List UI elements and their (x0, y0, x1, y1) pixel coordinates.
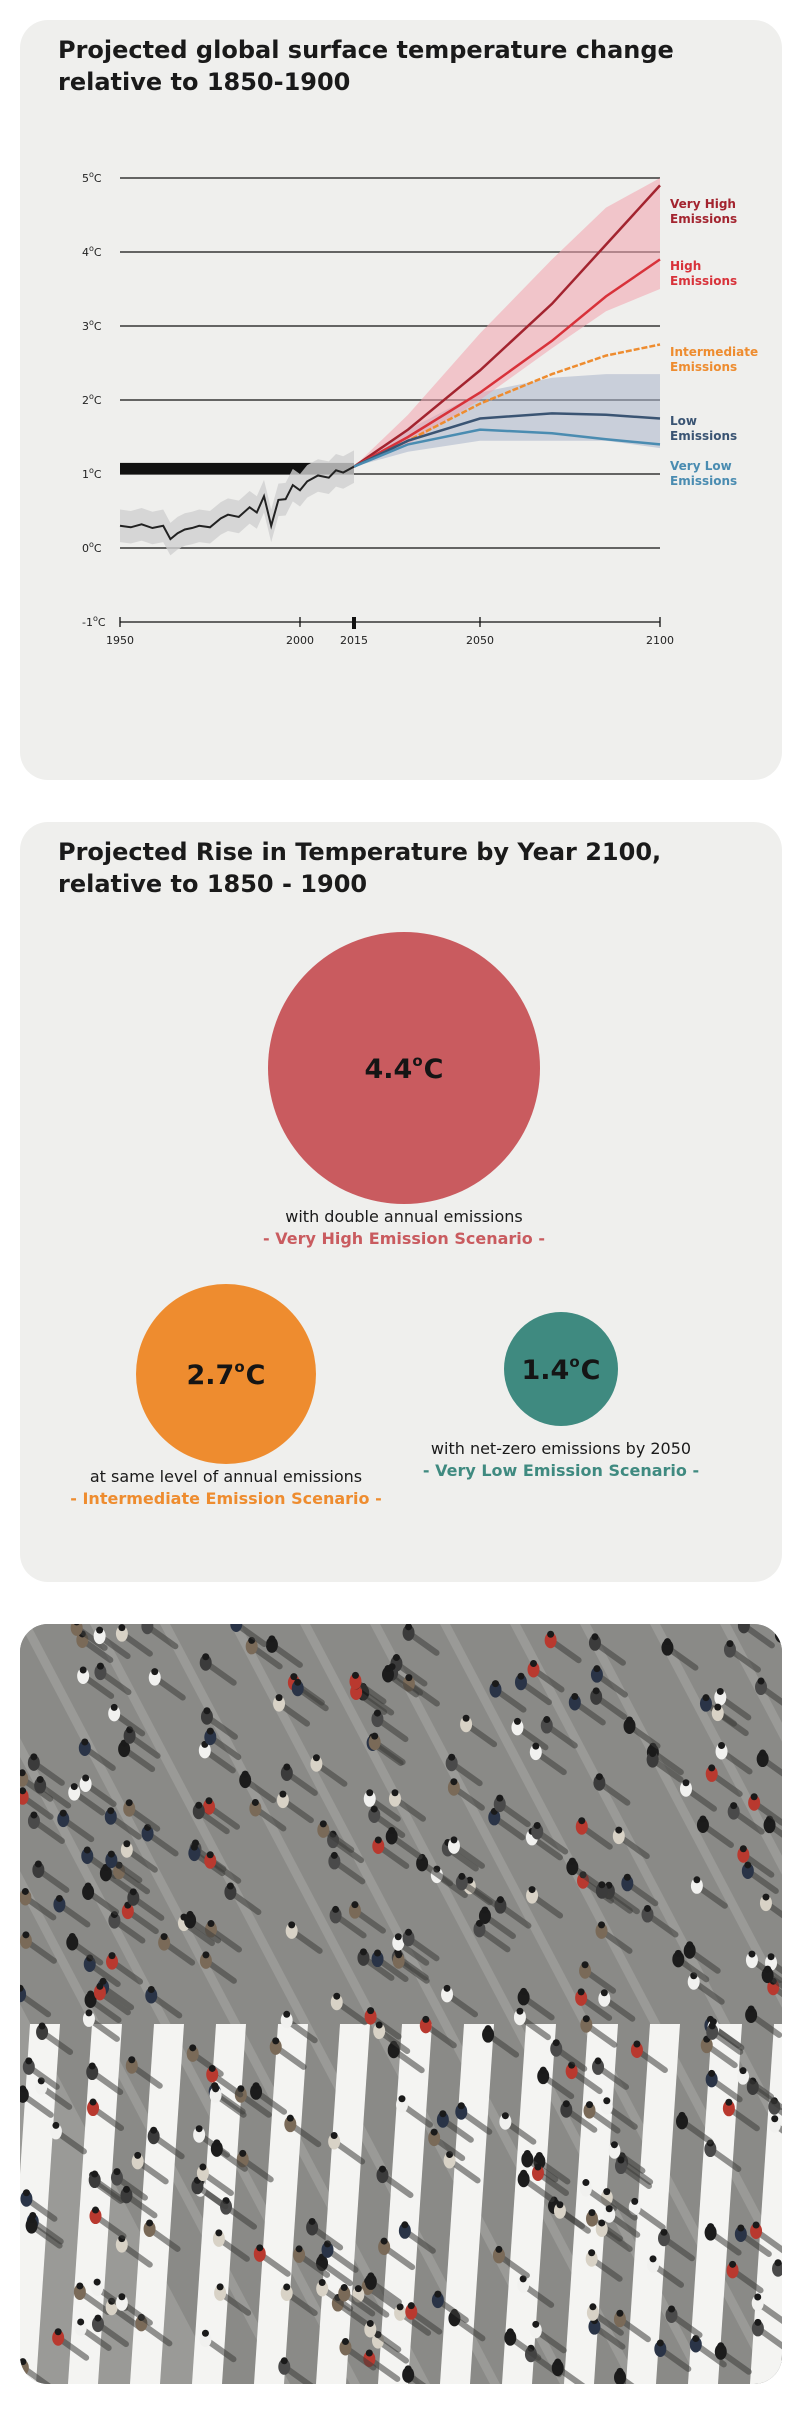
crosswalk-stripe (502, 2024, 556, 2384)
temperature-chart-card: Projected global surface temperature cha… (20, 20, 782, 780)
y-tick-4: 4oC (82, 244, 102, 259)
chart-title: Projected global surface temperature cha… (58, 36, 674, 96)
very-low-emissions-line (353, 428, 661, 468)
crowd-crosswalk-image (20, 1624, 782, 2384)
x-tick-2000: 2000 (286, 634, 314, 647)
very-high-caption: with double annual emissions - Very High… (204, 1206, 604, 1250)
rise-title: Projected Rise in Temperature by Year 21… (58, 838, 662, 898)
high-emissions-label: High Emissions (670, 259, 737, 288)
x-tick-1950: 1950 (106, 634, 134, 647)
very-low-emissions-label: Very Low Emissions (670, 459, 737, 488)
very-high-scenario: - Very High Emission Scenario - (263, 1229, 545, 1248)
very-low-bubble: 1.4oC (504, 1312, 618, 1426)
very-high-bubble: 4.4oC (268, 932, 540, 1204)
low-emissions-line (353, 412, 661, 468)
intermediate-caption: at same level of annual emissions - Inte… (46, 1466, 406, 1510)
y-tick-0: 0oC (82, 540, 102, 555)
historical-band (120, 450, 354, 556)
very-low-value: 1.4oC (521, 1352, 601, 1386)
rise-card: Projected Rise in Temperature by Year 21… (20, 822, 782, 1582)
y-tick-1: 1oC (82, 466, 102, 481)
very-high-value: 4.4oC (364, 1051, 444, 1085)
very-high-emissions-line (353, 184, 661, 468)
high-emissions-line (353, 258, 661, 468)
intermediate-bubble: 2.7oC (136, 1284, 316, 1464)
y-tick-3: 3oC (82, 318, 102, 333)
very-low-caption: with net-zero emissions by 2050 - Very L… (366, 1438, 756, 1482)
crowd-photo (20, 1624, 782, 2384)
intermediate-value: 2.7oC (186, 1357, 266, 1391)
crosswalk-stripe (254, 2024, 308, 2384)
y-tick--1: -1oC (82, 614, 106, 629)
very-high-emissions-band (354, 178, 660, 467)
y-tick-5: 5oC (82, 170, 102, 185)
very-low-scenario: - Very Low Emission Scenario - (422, 1461, 700, 1480)
crosswalk-stripe (440, 2024, 494, 2384)
reference-band (120, 462, 354, 474)
y-tick-2: 2oC (82, 392, 102, 407)
low-emissions-label: Low Emissions (670, 414, 737, 443)
very-high-desc: with double annual emissions (285, 1207, 523, 1226)
intermediate-desc: at same level of annual emissions (89, 1467, 363, 1486)
x-tick-2100: 2100 (646, 634, 674, 647)
x-tick-2050: 2050 (466, 634, 494, 647)
temperature-chart: -1oC 0oC 1oC 2oC 3oC 4oC 5oC 1950 2000 2015 2050 21… (82, 170, 758, 647)
very-low-desc: with net-zero emissions by 2050 (430, 1439, 692, 1458)
low-emissions-band (354, 374, 660, 467)
historical-line (119, 465, 355, 541)
x-tick-2015: 2015 (340, 634, 368, 647)
very-high-emissions-label: Very High Emissions (670, 197, 737, 226)
crosswalk-stripe (626, 2024, 680, 2384)
intermediate-emissions-label: Intermediate Emissions (670, 345, 758, 374)
crosswalk-stripe (130, 2024, 184, 2384)
intermediate-scenario: - Intermediate Emission Scenario - (70, 1489, 382, 1508)
